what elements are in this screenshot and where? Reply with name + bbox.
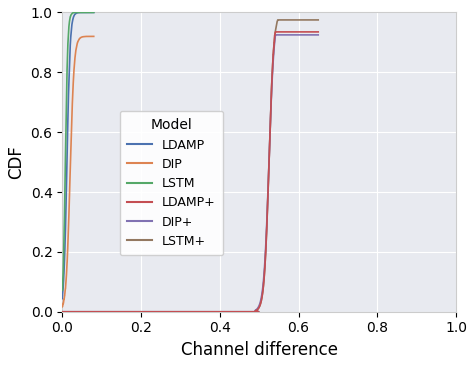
X-axis label: Channel difference: Channel difference xyxy=(181,341,337,359)
Y-axis label: CDF: CDF xyxy=(7,145,25,179)
Legend: LDAMP, DIP, LSTM, LDAMP+, DIP+, LSTM+: LDAMP, DIP, LSTM, LDAMP+, DIP+, LSTM+ xyxy=(119,111,223,255)
